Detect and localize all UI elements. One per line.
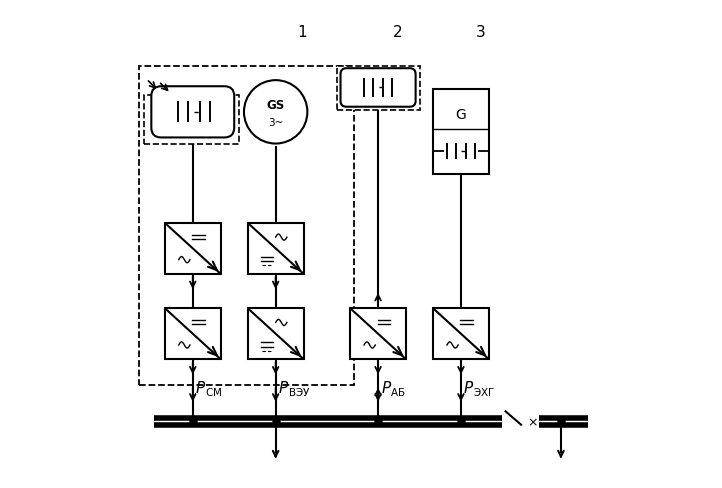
Bar <box>248 308 304 360</box>
Bar <box>433 89 489 175</box>
Bar <box>433 308 489 360</box>
FancyBboxPatch shape <box>341 69 416 107</box>
Text: G: G <box>456 108 466 122</box>
Bar <box>165 308 221 360</box>
Text: $\mathsf{ЭХГ}$: $\mathsf{ЭХГ}$ <box>473 385 495 397</box>
Text: $\mathit{P}$: $\mathit{P}$ <box>380 380 391 396</box>
Text: $\mathit{P}$: $\mathit{P}$ <box>195 380 206 396</box>
Text: 3~: 3~ <box>268 117 283 127</box>
Text: $\mathsf{СМ}$: $\mathsf{СМ}$ <box>205 385 222 397</box>
Bar <box>139 66 354 385</box>
Bar <box>336 66 419 111</box>
Text: $\mathit{P}$: $\mathit{P}$ <box>278 380 290 396</box>
Circle shape <box>244 81 308 144</box>
Bar <box>144 96 239 144</box>
Bar <box>248 224 304 274</box>
Text: 1: 1 <box>297 25 308 40</box>
Text: ×: × <box>527 415 538 428</box>
Text: 3: 3 <box>476 25 485 40</box>
Text: GS: GS <box>266 99 284 112</box>
Text: $\mathit{P}$: $\mathit{P}$ <box>464 380 474 396</box>
FancyBboxPatch shape <box>152 87 234 138</box>
Text: $\mathsf{АБ}$: $\mathsf{АБ}$ <box>391 385 406 397</box>
Text: $\mathsf{ВЭУ}$: $\mathsf{ВЭУ}$ <box>288 385 310 397</box>
Text: 2: 2 <box>393 25 402 40</box>
Bar <box>350 308 406 360</box>
Bar <box>165 224 221 274</box>
